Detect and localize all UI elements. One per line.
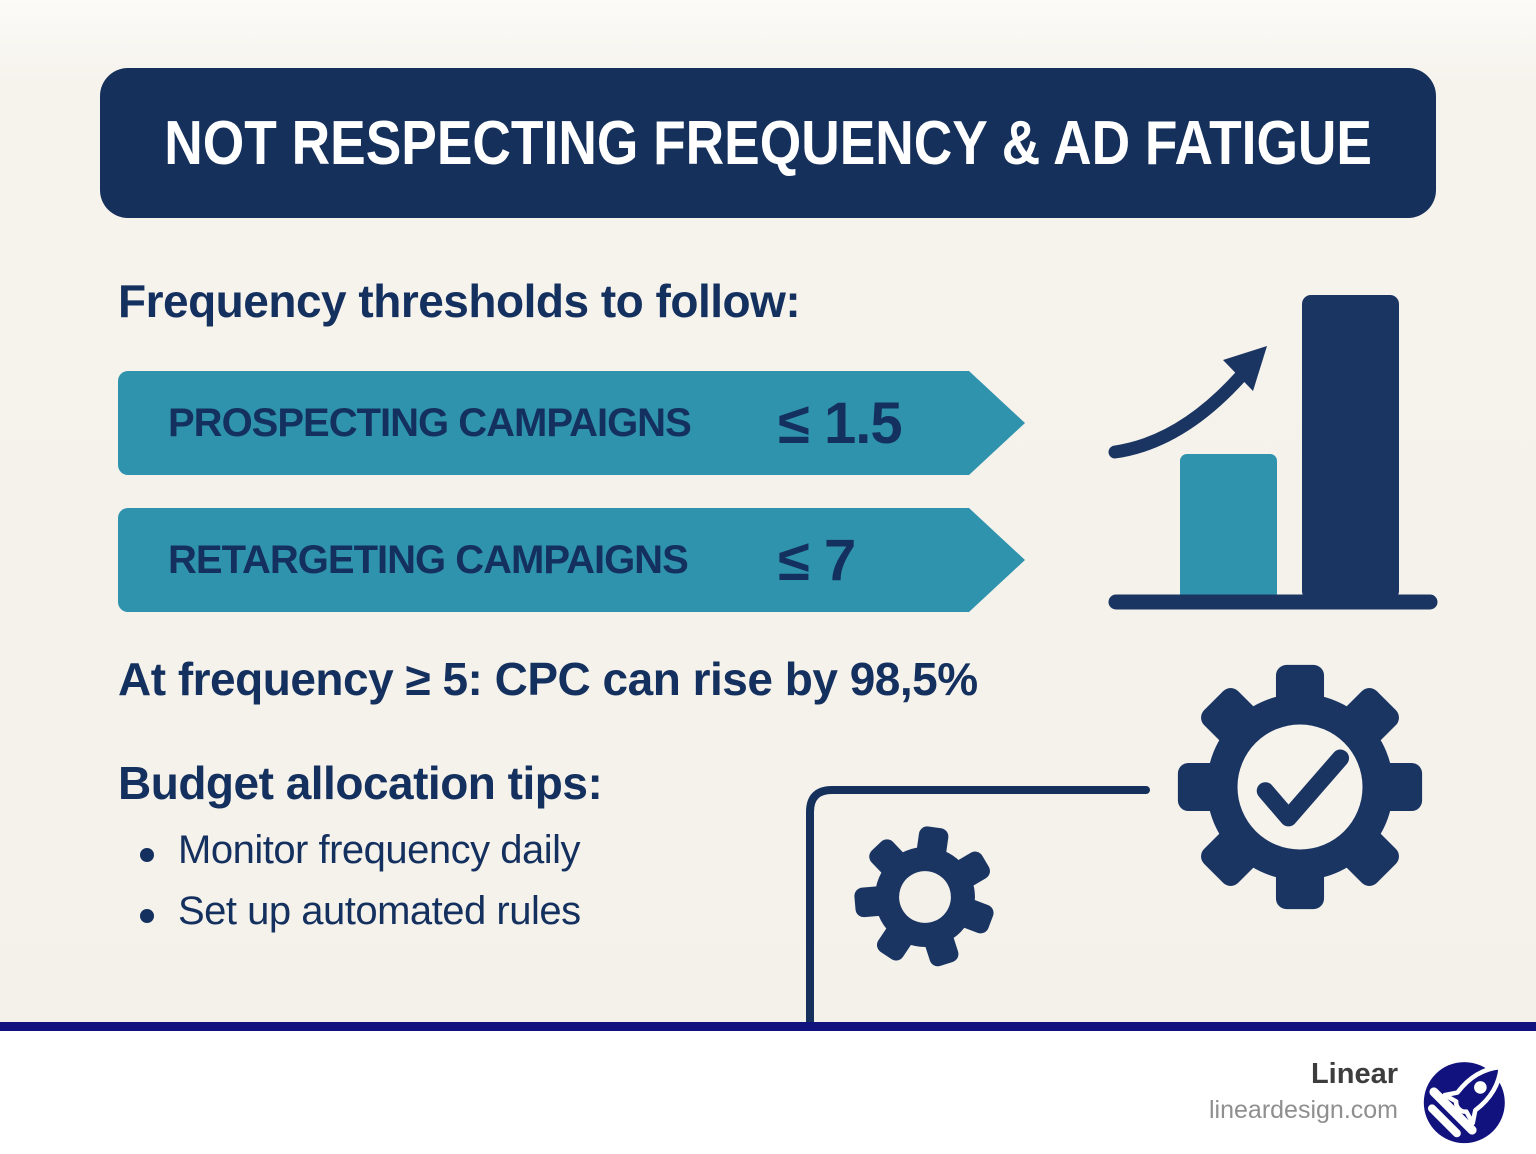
tip-text-monitor: Monitor frequency daily <box>178 828 581 872</box>
gear-check-icon <box>1177 664 1423 910</box>
thresholds-heading: Frequency thresholds to follow: <box>118 275 801 327</box>
footer-brand-name: Linear <box>1310 1058 1398 1090</box>
threshold-value-retargeting: ≤ 7 <box>778 527 856 593</box>
threshold-value-prospecting: ≤ 1.5 <box>778 390 902 456</box>
growth-arrow-head <box>1223 346 1267 391</box>
tips-list: Monitor frequency daily Set up automated… <box>140 828 581 950</box>
footer-website-text: lineardesign.com <box>1209 1096 1398 1124</box>
tips-heading: Budget allocation tips: <box>118 757 603 809</box>
rising-bar-chart-icon <box>1108 295 1438 610</box>
bullet-icon <box>140 909 154 923</box>
threshold-label-retargeting: RETARGETING CAMPAIGNS <box>168 537 688 582</box>
chart-bar-short <box>1180 454 1277 600</box>
growth-arrow-icon <box>1108 361 1255 459</box>
bullet-icon <box>140 848 154 862</box>
list-item: Monitor frequency daily <box>140 828 581 873</box>
threshold-banner-retargeting: RETARGETING CAMPAIGNS ≤ 7 <box>118 508 1025 612</box>
threshold-label-prospecting: PROSPECTING CAMPAIGNS <box>168 400 691 445</box>
title-banner: NOT RESPECTING FREQUENCY & AD FATIGUE <box>100 68 1436 218</box>
footer-background <box>0 1031 1536 1154</box>
linear-rocket-logo-icon <box>1423 1062 1505 1144</box>
cpc-stat-text: At frequency ≥ 5: CPC can rise by 98,5% <box>118 653 978 705</box>
list-item: Set up automated rules <box>140 889 581 934</box>
chart-bar-tall <box>1302 295 1399 600</box>
tip-text-rules: Set up automated rules <box>178 889 581 933</box>
page-title: NOT RESPECTING FREQUENCY & AD FATIGUE <box>164 108 1372 178</box>
rounded-corner-line <box>806 786 1150 1032</box>
threshold-banner-prospecting: PROSPECTING CAMPAIGNS ≤ 1.5 <box>118 371 1025 475</box>
gear-icon <box>854 826 994 967</box>
footer-separator-line <box>0 1022 1536 1031</box>
checkmark-icon <box>1256 749 1350 827</box>
